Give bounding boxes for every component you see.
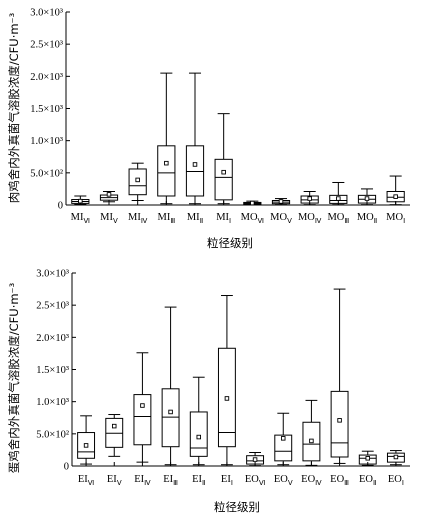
x-tick-label: MIⅡ: [187, 212, 203, 225]
mean-marker: [393, 194, 398, 199]
x-tick-label: EOⅥ: [245, 474, 265, 487]
x-tick-label: EIⅥ: [78, 474, 94, 487]
mean-marker: [135, 177, 140, 183]
iqr-box: [157, 145, 176, 197]
x-tick-label: EIⅤ: [107, 474, 122, 487]
mean-marker: [393, 454, 399, 460]
x-tick-label: EIⅠ: [221, 474, 233, 487]
x-tick-label: EIⅣ: [134, 474, 151, 487]
iqr-box: [128, 168, 147, 196]
y-tick-label: 3.0×10³: [30, 8, 63, 19]
iqr-box: [386, 190, 405, 203]
layer-house-chart: 蛋鸡舍内外真菌气溶胶浓度/CFU·m⁻³ 粒径级别 0 5.0×10² 1.0×10…: [7, 269, 410, 514]
mean-marker: [192, 162, 198, 167]
y-tick-label: 3.0×10³: [36, 269, 69, 280]
plot-area: 0 5.0×10² 1.0×10³ 1.5×10³ 2.0×10³ 2.5×10³ 3.0×…: [36, 269, 410, 487]
x-axis-title: 粒径级别: [214, 500, 260, 514]
x-tick-label: MOⅤ: [270, 212, 292, 225]
x-tick-label: MIⅥ: [71, 212, 90, 225]
x-tick-label: EOⅠ: [388, 474, 404, 487]
iqr-box: [246, 455, 265, 465]
y-tick-label: 5.0×10²: [30, 168, 63, 179]
y-axis-title: 肉鸡舍内外真菌气溶胶浓度/CFU·m⁻³: [7, 12, 21, 203]
iqr-box: [274, 434, 293, 462]
broiler-house-chart: 肉鸡舍内外真菌气溶胶浓度/CFU·m⁻³ 粒径级别 0 5.0×10² 1.0×10…: [7, 8, 410, 250]
x-tick-label: MOⅡ: [357, 212, 377, 225]
x-tick-label: MIⅤ: [100, 212, 118, 225]
x-tick-label: EOⅢ: [330, 474, 349, 487]
y-tick-label: 1.5×10³: [36, 365, 69, 376]
iqr-box: [185, 145, 205, 197]
iqr-box: [358, 454, 377, 465]
mean-marker: [168, 409, 173, 415]
mean-marker: [164, 160, 169, 166]
plot-area: 0 5.0×10² 1.0×10³ 1.5×10³ 2.0×10³ 2.5×10³ 3.0×…: [30, 8, 410, 225]
mean-marker: [278, 199, 284, 204]
y-tick-label: 2.5×10³: [30, 40, 63, 51]
mean-marker: [250, 200, 255, 206]
iqr-box: [302, 421, 321, 462]
y-tick-label: 5.0×10²: [36, 429, 69, 440]
y-tick-label: 0: [64, 462, 69, 473]
mean-marker: [106, 192, 112, 197]
iqr-box: [329, 194, 348, 204]
x-tick-label: MIⅢ: [157, 212, 175, 225]
y-tick-label: 1.0×10³: [36, 397, 69, 408]
iqr-box: [330, 390, 349, 458]
mean-marker: [221, 169, 226, 175]
x-tick-label: EOⅣ: [301, 474, 322, 487]
mean-marker: [196, 434, 201, 440]
mean-marker: [140, 403, 145, 408]
y-tick-label: 2.0×10³: [36, 333, 69, 344]
x-tick-label: MOⅥ: [241, 212, 264, 225]
mean-marker: [83, 443, 89, 448]
mean-marker: [307, 196, 312, 201]
mean-marker: [224, 396, 230, 401]
y-tick-label: 1.0×10³: [30, 136, 63, 147]
iqr-box: [386, 452, 405, 463]
mean-marker: [336, 196, 341, 201]
mean-marker: [309, 438, 314, 444]
y-tick-label: 2.0×10³: [30, 72, 63, 83]
mean-marker: [111, 423, 117, 429]
x-tick-label: MIⅣ: [128, 212, 148, 225]
x-tick-label: MOⅠ: [386, 212, 405, 225]
iqr-box: [161, 388, 180, 448]
x-tick-label: EIⅡ: [192, 474, 205, 487]
y-tick-label: 2.5×10³: [36, 301, 69, 312]
mean-marker: [337, 418, 342, 423]
mean-marker: [78, 198, 83, 204]
y-axis-title: 蛋鸡舍内外真菌气溶胶浓度/CFU·m⁻³: [7, 282, 21, 473]
iqr-box: [77, 432, 96, 459]
mean-marker: [365, 456, 371, 461]
x-tick-label: EOⅤ: [274, 474, 293, 487]
x-tick-label: MOⅢ: [327, 212, 349, 225]
x-tick-label: EOⅡ: [359, 474, 376, 487]
x-tick-label: EIⅢ: [163, 474, 178, 487]
mean-marker: [364, 196, 370, 201]
x-tick-label: MOⅣ: [298, 212, 322, 225]
y-tick-label: 0: [58, 201, 63, 212]
x-axis-title: 粒径级别: [207, 236, 253, 250]
iqr-box: [217, 347, 236, 448]
mean-marker: [252, 457, 258, 462]
iqr-box: [189, 411, 208, 457]
y-tick-label: 1.5×10³: [30, 104, 63, 115]
iqr-box: [214, 158, 233, 201]
mean-marker: [281, 436, 286, 441]
x-tick-label: MIⅠ: [216, 212, 231, 225]
iqr-box: [133, 394, 152, 446]
